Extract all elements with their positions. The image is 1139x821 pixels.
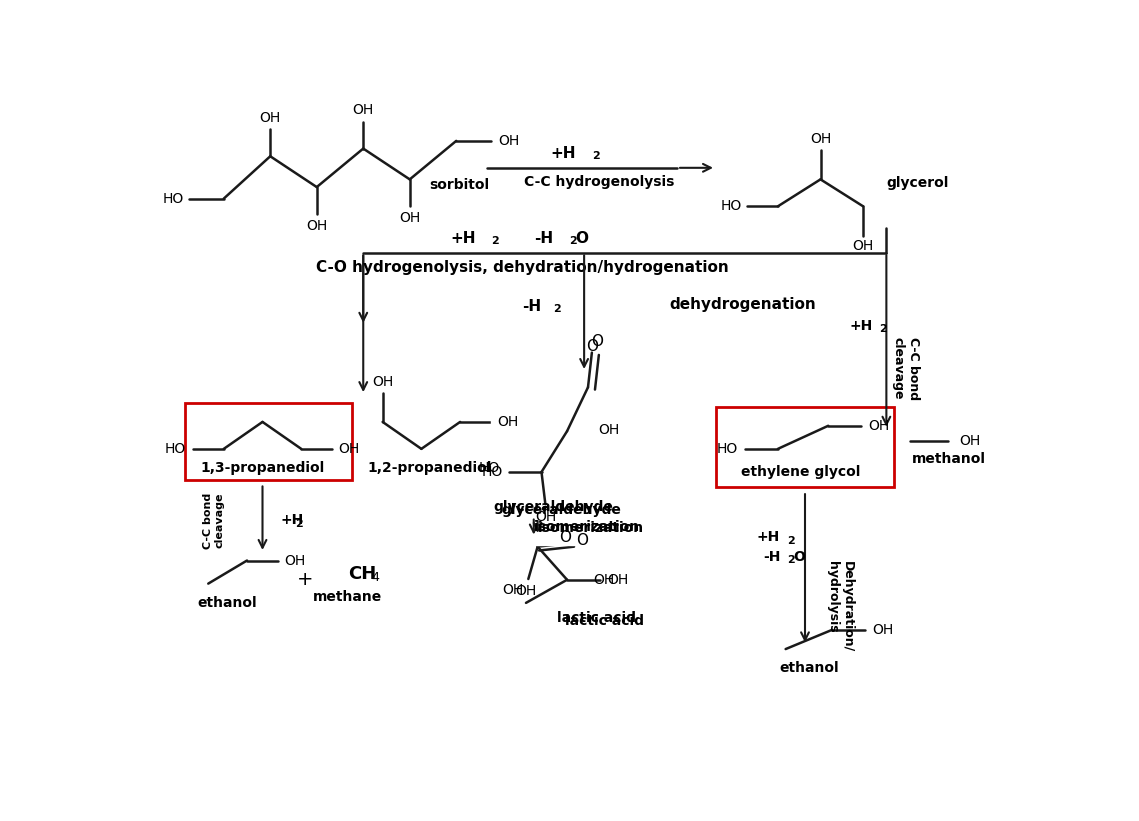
Text: OH: OH bbox=[338, 442, 360, 456]
Text: OH: OH bbox=[502, 583, 524, 597]
Text: -H: -H bbox=[763, 550, 780, 564]
Text: methane: methane bbox=[313, 590, 383, 604]
Text: 2: 2 bbox=[592, 151, 599, 161]
Text: HO: HO bbox=[163, 191, 185, 205]
Text: 2: 2 bbox=[787, 535, 795, 545]
Text: dehydrogenation: dehydrogenation bbox=[670, 296, 817, 312]
Text: O: O bbox=[559, 530, 571, 545]
Text: 2: 2 bbox=[491, 236, 499, 246]
Bar bbox=[476, 518, 670, 649]
Text: OH: OH bbox=[285, 553, 305, 567]
Text: OH: OH bbox=[353, 103, 374, 117]
Bar bbox=[716, 406, 894, 488]
Text: OH: OH bbox=[593, 573, 614, 587]
Text: +H: +H bbox=[450, 232, 476, 246]
Text: +H: +H bbox=[850, 319, 872, 333]
Text: C-C bond
cleavage: C-C bond cleavage bbox=[892, 337, 920, 401]
Text: 2: 2 bbox=[295, 519, 303, 529]
Text: C-C hydrogenolysis: C-C hydrogenolysis bbox=[524, 175, 674, 189]
Text: OH: OH bbox=[852, 240, 874, 254]
Text: 1,3-propanediol: 1,3-propanediol bbox=[200, 461, 325, 475]
Text: +: + bbox=[297, 571, 313, 589]
Text: ethylene glycol: ethylene glycol bbox=[741, 465, 861, 479]
Bar bbox=[491, 353, 662, 530]
Text: OH: OH bbox=[306, 218, 327, 232]
Text: OH: OH bbox=[372, 375, 393, 389]
Text: OH: OH bbox=[499, 134, 519, 148]
Text: methanol: methanol bbox=[911, 452, 985, 466]
Text: O: O bbox=[576, 533, 589, 548]
Text: O: O bbox=[575, 232, 588, 246]
Text: ethanol: ethanol bbox=[779, 662, 838, 676]
Text: +H: +H bbox=[757, 530, 780, 544]
Text: OH: OH bbox=[534, 510, 556, 524]
Text: +H: +H bbox=[280, 513, 304, 527]
Text: OH: OH bbox=[868, 419, 890, 433]
Text: OH: OH bbox=[260, 111, 281, 125]
Text: O: O bbox=[585, 339, 598, 354]
Text: HO: HO bbox=[480, 461, 500, 475]
Text: HO: HO bbox=[721, 200, 741, 213]
Text: isomerization: isomerization bbox=[538, 521, 644, 535]
Text: ethanol: ethanol bbox=[198, 596, 257, 610]
Text: OH: OH bbox=[515, 585, 536, 599]
Text: 1,2-propanediol: 1,2-propanediol bbox=[367, 461, 491, 475]
Text: glyceraldehyde: glyceraldehyde bbox=[501, 503, 621, 517]
Text: 4: 4 bbox=[371, 571, 379, 584]
Text: glyceraldehyde: glyceraldehyde bbox=[493, 500, 613, 514]
Bar bbox=[185, 402, 352, 479]
Text: 2: 2 bbox=[878, 323, 886, 334]
Text: OH: OH bbox=[498, 415, 518, 429]
Text: HO: HO bbox=[716, 442, 738, 456]
Text: OH: OH bbox=[810, 132, 831, 146]
Text: HO: HO bbox=[482, 465, 502, 479]
Text: isomerization: isomerization bbox=[534, 520, 640, 534]
Text: O: O bbox=[794, 550, 805, 564]
Text: OH: OH bbox=[959, 434, 981, 448]
Text: C-O hydrogenolysis, dehydration/hydrogenation: C-O hydrogenolysis, dehydration/hydrogen… bbox=[316, 260, 729, 275]
Text: OH: OH bbox=[399, 211, 420, 225]
Bar bbox=[491, 507, 646, 545]
Text: HO: HO bbox=[165, 442, 187, 456]
Text: O: O bbox=[591, 333, 604, 349]
Text: Dehydration/
hydrolysis: Dehydration/ hydrolysis bbox=[826, 561, 854, 652]
Text: 2: 2 bbox=[568, 236, 576, 246]
Text: +H: +H bbox=[551, 146, 576, 162]
Text: 2: 2 bbox=[554, 304, 560, 314]
Text: lactic acid: lactic acid bbox=[565, 613, 644, 627]
Text: C-C bond
cleavage: C-C bond cleavage bbox=[203, 493, 224, 548]
Text: glycerol: glycerol bbox=[886, 177, 949, 190]
Text: OH: OH bbox=[598, 423, 620, 437]
Text: -H: -H bbox=[534, 232, 554, 246]
Text: OH: OH bbox=[607, 573, 628, 587]
Text: -H: -H bbox=[523, 299, 541, 314]
Text: sorbitol: sorbitol bbox=[429, 178, 490, 192]
Text: lactic acid: lactic acid bbox=[557, 612, 636, 626]
Text: CH: CH bbox=[347, 566, 376, 584]
Text: 2: 2 bbox=[787, 555, 795, 565]
Text: OH: OH bbox=[871, 623, 893, 637]
